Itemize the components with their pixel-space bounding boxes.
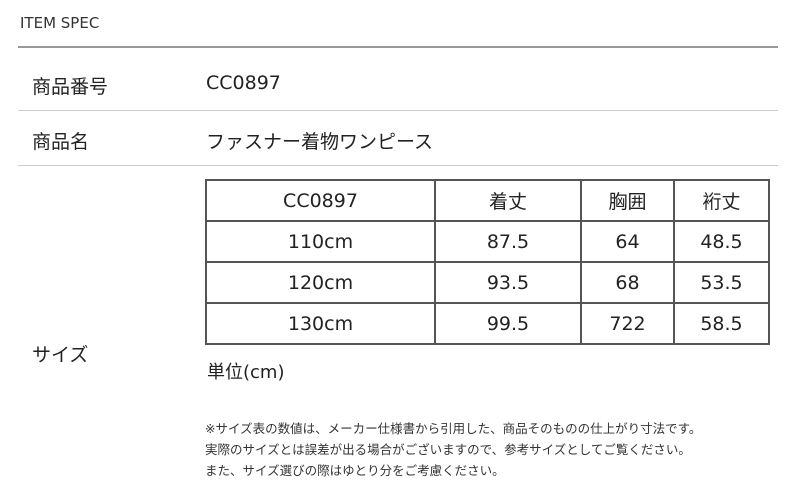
product-name-label: 商品名 — [32, 131, 90, 153]
table-cell: 48.5 — [673, 220, 770, 263]
header-cell: CC0897 — [205, 179, 436, 222]
table-row: 110cm 87.5 64 48.5 — [205, 220, 770, 263]
header-cell: 裄丈 — [673, 179, 770, 222]
table-cell: 64 — [580, 220, 675, 263]
divider — [18, 110, 778, 111]
size-label: サイズ — [32, 344, 89, 366]
note-line: ※サイズ表の数値は、メーカー仕様書から引用した、商品そのものの仕上がり寸法です。 — [205, 421, 702, 436]
table-cell: 68 — [580, 261, 675, 304]
table-row: 130cm 99.5 722 58.5 — [205, 302, 770, 345]
table-cell: 93.5 — [434, 261, 582, 304]
note-line: 実際のサイズとは誤差が出る場合がございますので、参考サイズとしてご覧ください。 — [205, 442, 691, 457]
size-table: CC0897 着丈 胸囲 裄丈 110cm 87.5 64 48.5 120cm… — [205, 179, 770, 345]
divider — [18, 165, 778, 166]
divider — [18, 46, 778, 48]
table-cell: 53.5 — [673, 261, 770, 304]
table-cell: 110cm — [205, 220, 436, 263]
table-cell: 130cm — [205, 302, 436, 345]
table-cell: 99.5 — [434, 302, 582, 345]
table-cell: 120cm — [205, 261, 436, 304]
unit-label: 単位(cm) — [207, 362, 285, 383]
product-number-value: CC0897 — [206, 72, 281, 94]
table-cell: 722 — [580, 302, 675, 345]
table-header-row: CC0897 着丈 胸囲 裄丈 — [205, 179, 770, 222]
header-cell: 胸囲 — [580, 179, 675, 222]
product-name-value: ファスナー着物ワンピース — [206, 131, 434, 153]
note-line: また、サイズ選びの際はゆとり分をご考慮ください。 — [205, 463, 505, 478]
product-number-label: 商品番号 — [32, 76, 109, 98]
table-cell: 87.5 — [434, 220, 582, 263]
header-cell: 着丈 — [434, 179, 582, 222]
table-cell: 58.5 — [673, 302, 770, 345]
table-row: 120cm 93.5 68 53.5 — [205, 261, 770, 304]
section-title: ITEM SPEC — [20, 14, 100, 32]
